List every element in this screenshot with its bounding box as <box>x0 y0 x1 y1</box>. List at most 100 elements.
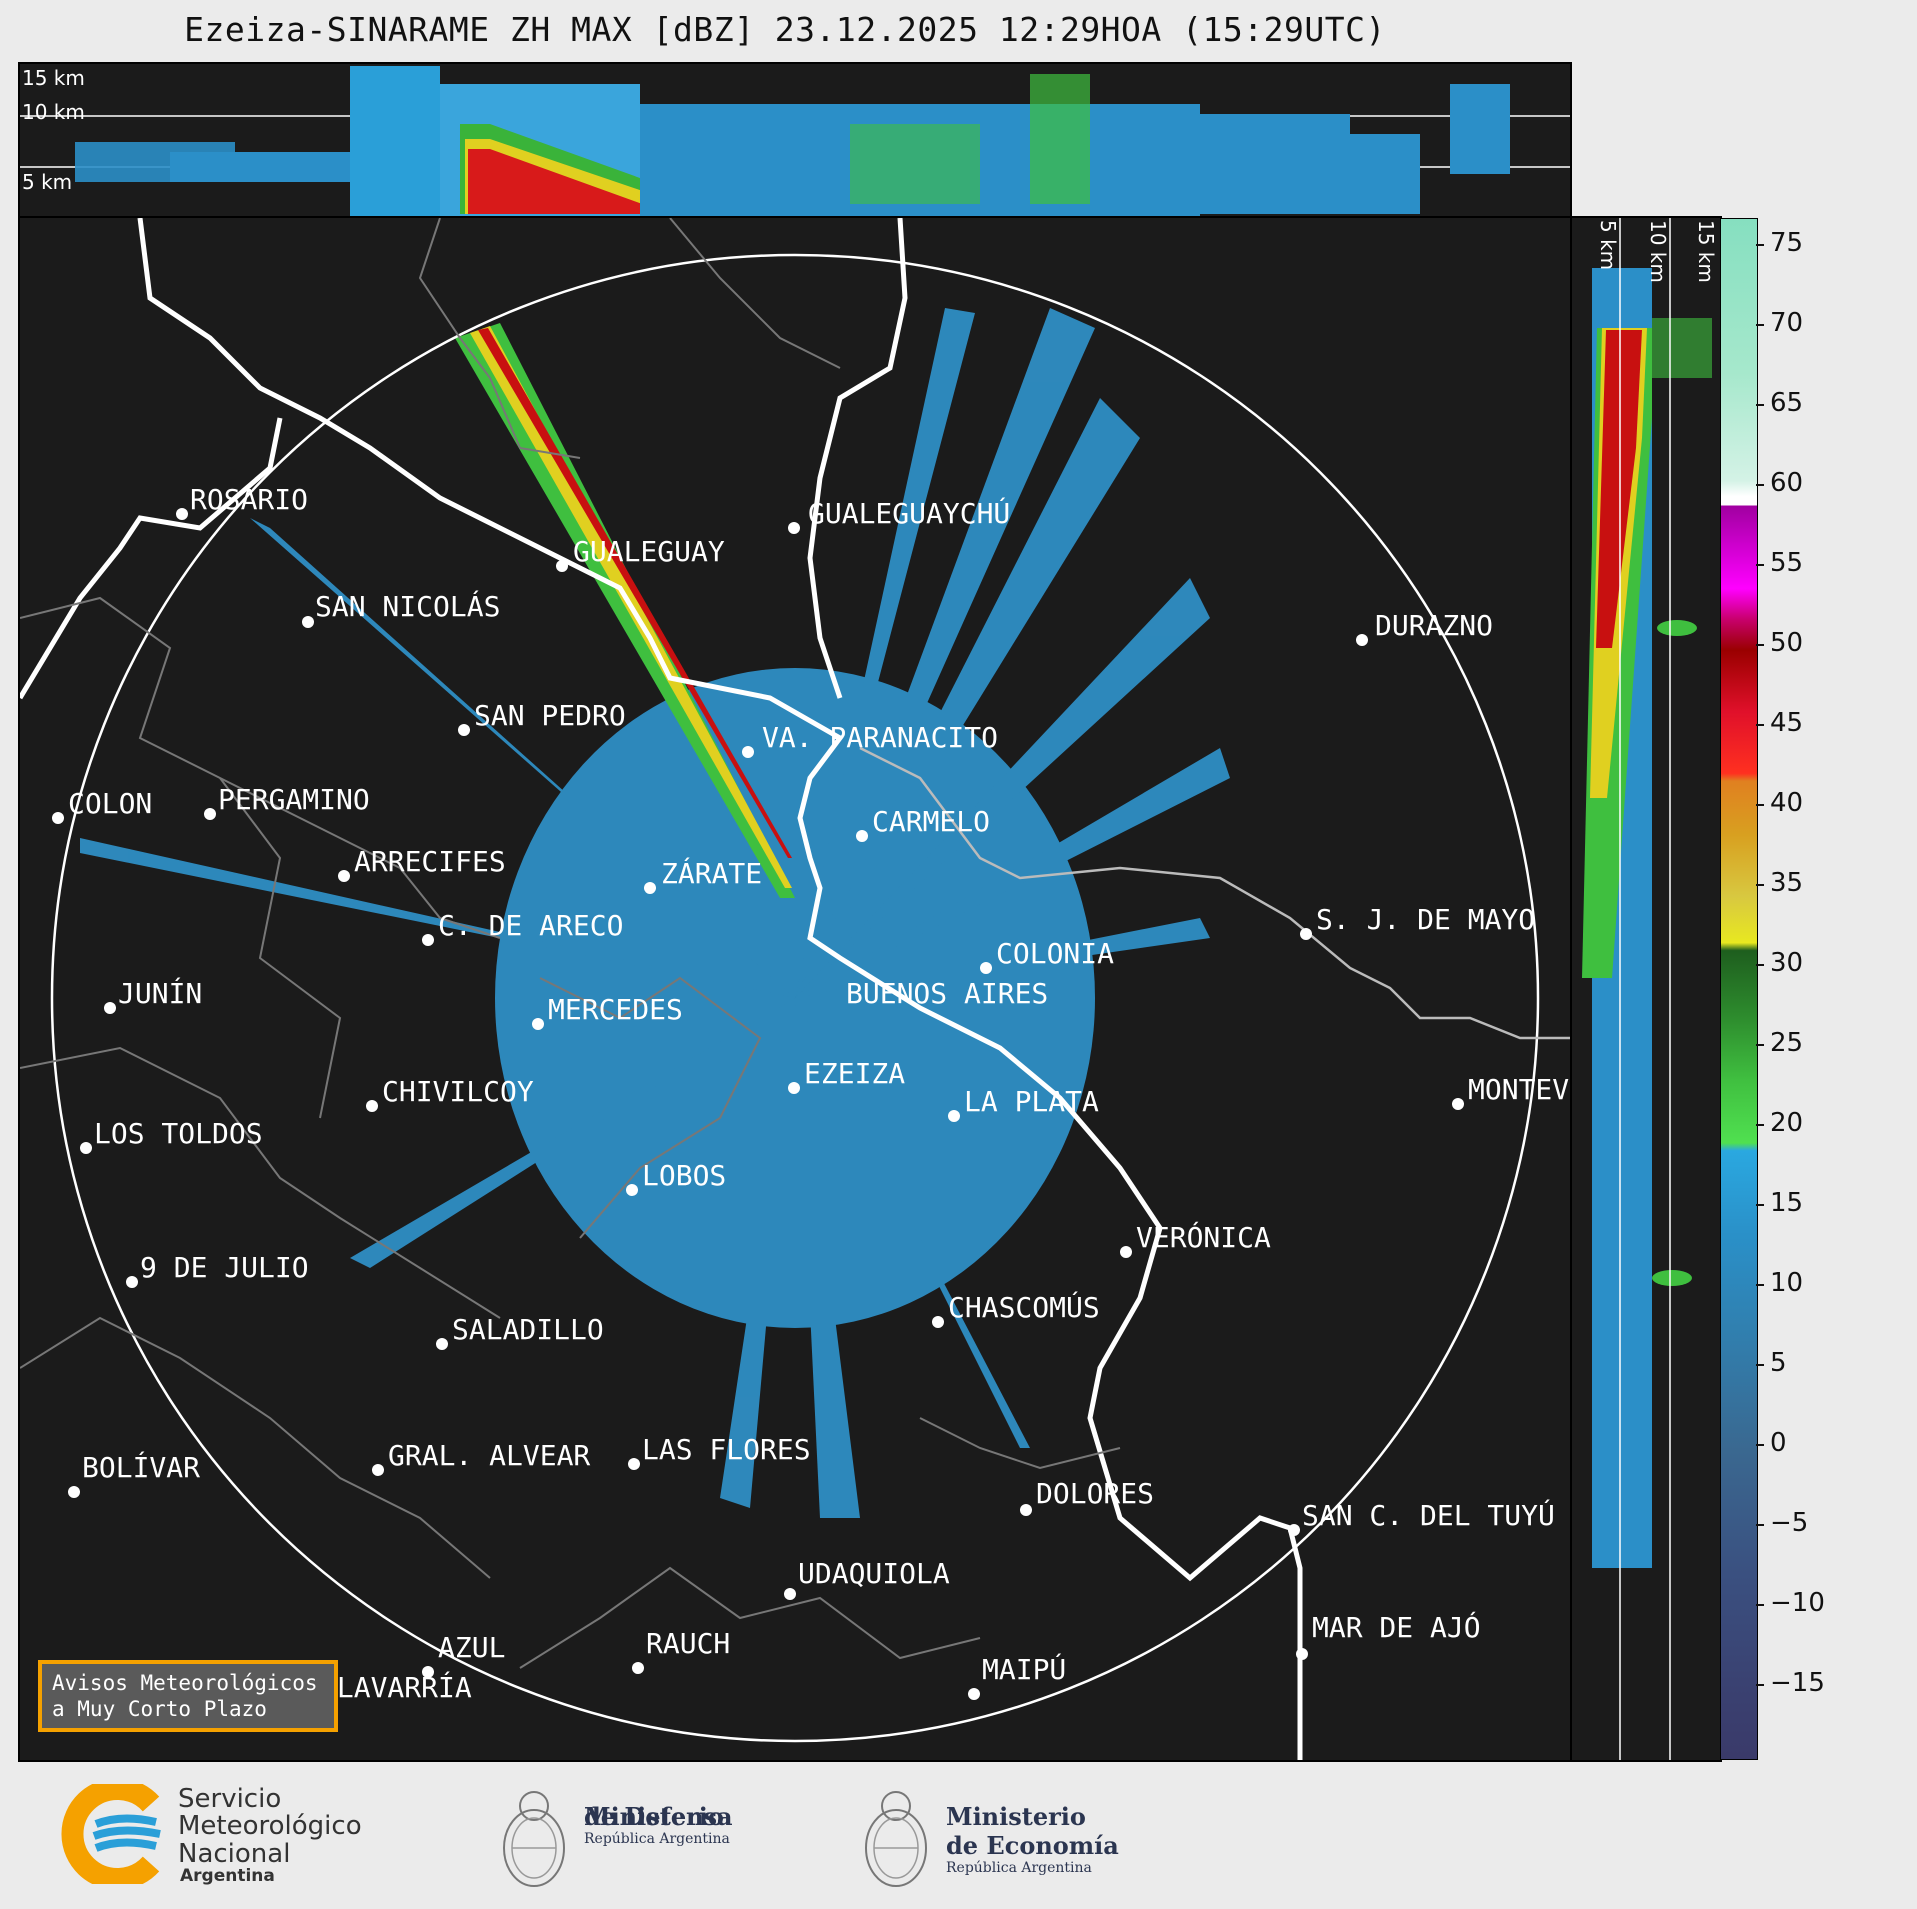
city-dot <box>458 724 470 736</box>
city-dot <box>968 1688 980 1700</box>
city-label: COLON <box>68 787 153 820</box>
top-cross-section-svg <box>20 66 1570 216</box>
city-dot <box>422 1666 434 1678</box>
echo-band <box>850 124 980 204</box>
reflectivity-field <box>80 308 1230 1518</box>
avisos-badge[interactable]: Avisos Meteorológicos a Muy Corto Plazo <box>38 1660 338 1732</box>
city-dot <box>1452 1098 1464 1110</box>
echo-band <box>350 66 440 216</box>
top-cross-section-panel: 15 km 10 km 5 km <box>18 62 1572 218</box>
city-dot <box>948 1110 960 1122</box>
city-dot <box>302 616 314 628</box>
altitude-label-15km: 15 km <box>1694 220 1718 283</box>
city-dot <box>1120 1246 1132 1258</box>
coat-of-arms-icon <box>503 1791 565 1887</box>
city-dot <box>644 882 656 894</box>
city-dot <box>422 934 434 946</box>
city-dot <box>532 1018 544 1030</box>
city-dot <box>366 1100 378 1112</box>
colorbar-tick: 10 <box>1756 1268 1803 1298</box>
city-dot <box>204 808 216 820</box>
colorbar-tick: 45 <box>1756 708 1803 738</box>
city-label: S. J. DE MAYO <box>1316 903 1536 936</box>
side-cross-section-svg <box>1582 218 1712 1760</box>
altitude-label-15km: 15 km <box>22 66 85 90</box>
city-label: COLONIA <box>996 937 1115 970</box>
avisos-line-1: Avisos Meteorológicos <box>52 1671 318 1695</box>
city-label: CHIVILCOY <box>382 1075 534 1108</box>
city-dot <box>1288 1524 1300 1536</box>
radar-site-label: EZEIZA <box>804 1057 906 1090</box>
side-cross-section-panel: 5 km 10 km 15 km <box>1570 216 1722 1762</box>
city-label: C. DE ARECO <box>438 909 624 942</box>
altitude-label-5km: 5 km <box>1596 220 1620 271</box>
city-label: 9 DE JULIO <box>140 1251 309 1284</box>
echo-band <box>1030 74 1090 204</box>
city-label: VERÓNICA <box>1136 1221 1271 1254</box>
city-dot <box>788 522 800 534</box>
city-dot <box>1300 928 1312 940</box>
city-label: SALADILLO <box>452 1313 604 1346</box>
storm-streak <box>478 328 792 858</box>
city-dot <box>104 1002 116 1014</box>
altitude-label-10km: 10 km <box>22 100 85 124</box>
colorbar-tick: 35 <box>1756 868 1803 898</box>
city-label: LAS FLORES <box>642 1433 811 1466</box>
city-label: ZÁRATE <box>661 857 763 890</box>
city-label: GUALEGUAY <box>573 535 725 568</box>
ministerio-economia-text: Ministerio de Economía República Argenti… <box>946 1802 1119 1876</box>
altitude-label-5km: 5 km <box>22 170 73 194</box>
colorbar-tick: 15 <box>1756 1188 1803 1218</box>
city-label: LA PLATA <box>964 1085 1099 1118</box>
echo-band <box>1200 114 1350 214</box>
colorbar-tick: 65 <box>1756 388 1803 418</box>
echo-core <box>1596 330 1642 648</box>
ministerio-defensa-text: Ministerio de Defensa República Argentin… <box>584 1802 733 1847</box>
city-dot <box>980 962 992 974</box>
city-label: BUENOS AIRES <box>846 977 1049 1010</box>
radar-map-svg <box>20 218 1570 1760</box>
coat-of-arms-icon <box>865 1791 927 1887</box>
city-label: AZUL <box>438 1631 506 1664</box>
city-label: DURAZNO <box>1375 609 1494 642</box>
city-label: ROSARIO <box>190 483 309 516</box>
city-label: MAIPÚ <box>982 1653 1067 1686</box>
city-dot <box>856 830 868 842</box>
chart-title: Ezeiza-SINARAME ZH MAX [dBZ] 23.12.2025 … <box>184 10 1386 49</box>
city-dot <box>1356 634 1368 646</box>
colorbar-tick: −15 <box>1756 1668 1825 1698</box>
city-dot <box>372 1464 384 1476</box>
city-label: VA. PARANACITO <box>762 721 999 754</box>
radar-map-panel: ROSARIO GUALEGUAYCHÚ GUALEGUAY SAN NICOL… <box>18 216 1572 1762</box>
echo-core <box>468 149 670 214</box>
city-label: SAN PEDRO <box>474 699 626 732</box>
colorbar-tick: 50 <box>1756 628 1803 658</box>
smn-logo-text: Servicio Meteorológico Nacional Argentin… <box>178 1784 362 1886</box>
echo-band <box>1450 84 1510 174</box>
city-label: RAUCH <box>646 1627 731 1660</box>
colorbar-tick: 30 <box>1756 948 1803 978</box>
city-dot <box>68 1486 80 1498</box>
radar-site-dot <box>788 1082 800 1094</box>
city-dot <box>126 1276 138 1288</box>
city-label: MERCEDES <box>548 993 683 1026</box>
city-dot <box>632 1662 644 1674</box>
echo-band <box>1350 134 1420 214</box>
city-dot <box>784 1588 796 1600</box>
colorbar-tick: 55 <box>1756 548 1803 578</box>
city-label: CARMELO <box>872 805 991 838</box>
colorbar-tick: −10 <box>1756 1588 1825 1618</box>
county-boundaries <box>20 218 1121 1669</box>
coastline <box>20 218 1303 1760</box>
colorbar-tick: 25 <box>1756 1028 1803 1058</box>
city-label: MAR DE AJÓ <box>1312 1611 1481 1644</box>
city-label: MONTEV <box>1468 1073 1570 1106</box>
echo-band <box>1652 1270 1692 1286</box>
city-dot <box>1020 1504 1032 1516</box>
city-dot <box>436 1338 448 1350</box>
echo-band <box>170 152 350 182</box>
city-dot <box>628 1458 640 1470</box>
city-label: PERGAMINO <box>218 783 370 816</box>
dbz-colorbar <box>1720 218 1758 1760</box>
city-label: LOBOS <box>642 1159 727 1192</box>
